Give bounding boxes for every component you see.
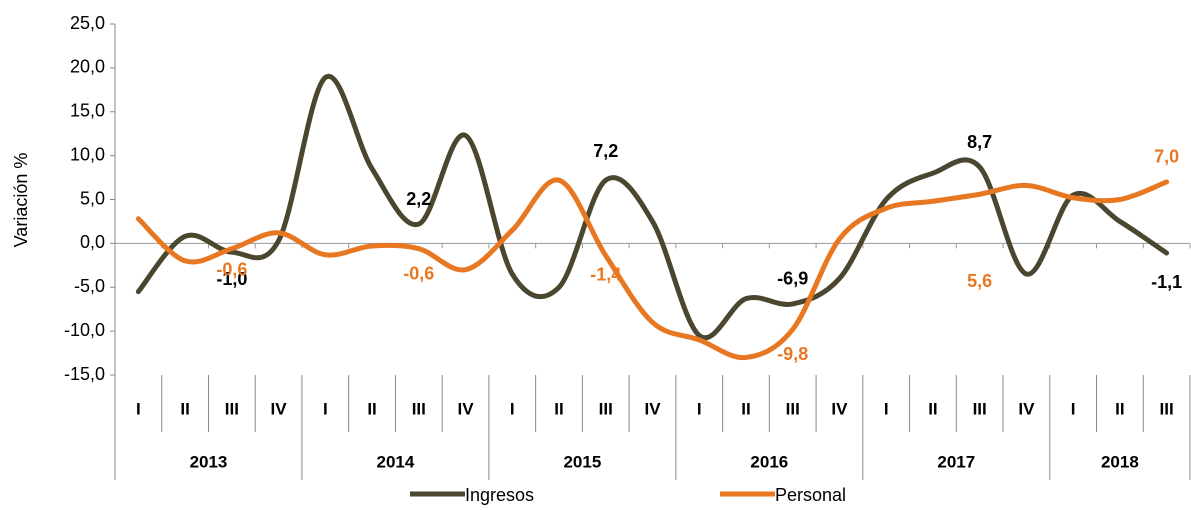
data-label: -1,4: [590, 264, 621, 284]
y-tick-label: 0,0: [80, 232, 105, 252]
x-tick-label: II: [180, 399, 189, 418]
y-tick-label: 20,0: [70, 57, 105, 77]
x-tick-label: IV: [458, 399, 475, 418]
x-tick-label: I: [323, 399, 328, 418]
year-label: 2018: [1101, 452, 1139, 471]
x-tick-label: I: [136, 399, 141, 418]
x-tick-label: II: [928, 399, 937, 418]
legend-label: Ingresos: [465, 485, 534, 505]
y-tick-label: -15,0: [64, 364, 105, 384]
year-label: 2015: [563, 452, 601, 471]
x-tick-label: IV: [644, 399, 661, 418]
data-label: -0,6: [216, 259, 247, 279]
year-label: 2017: [937, 452, 975, 471]
data-label: 5,6: [967, 271, 992, 291]
x-tick-label: II: [741, 399, 750, 418]
year-label: 2014: [377, 452, 415, 471]
data-label: -9,8: [777, 344, 808, 364]
data-label: 2,2: [406, 189, 431, 209]
x-tick-label: III: [786, 399, 800, 418]
x-tick-label: III: [1160, 399, 1174, 418]
x-tick-label: I: [884, 399, 889, 418]
data-label: 7,0: [1154, 147, 1179, 167]
x-tick-label: I: [697, 399, 702, 418]
x-tick-label: IV: [271, 399, 288, 418]
data-label: -1,0: [216, 269, 247, 289]
x-tick-label: II: [1115, 399, 1124, 418]
x-tick-label: III: [599, 399, 613, 418]
x-tick-label: I: [510, 399, 515, 418]
data-label: -1,1: [1151, 272, 1182, 292]
year-label: 2016: [750, 452, 788, 471]
y-tick-label: 5,0: [80, 188, 105, 208]
x-tick-label: III: [225, 399, 239, 418]
x-tick-label: II: [554, 399, 563, 418]
y-tick-label: 15,0: [70, 101, 105, 121]
y-tick-label: -5,0: [74, 276, 105, 296]
data-label: 7,2: [593, 141, 618, 161]
x-tick-label: II: [367, 399, 376, 418]
data-label: -0,6: [403, 263, 434, 283]
y-axis-title: Variación %: [11, 153, 31, 248]
legend-label: Personal: [775, 485, 846, 505]
x-tick-label: III: [973, 399, 987, 418]
x-tick-label: III: [412, 399, 426, 418]
y-tick-label: 10,0: [70, 144, 105, 164]
series-line: [135, 73, 1170, 341]
data-label: 8,7: [967, 132, 992, 152]
data-label: -6,9: [777, 269, 808, 289]
series-line: [135, 177, 1170, 360]
x-tick-label: I: [1071, 399, 1076, 418]
y-tick-label: 25,0: [70, 13, 105, 33]
x-tick-label: IV: [1018, 399, 1035, 418]
x-tick-label: IV: [831, 399, 848, 418]
y-tick-label: -10,0: [64, 320, 105, 340]
year-label: 2013: [190, 452, 228, 471]
